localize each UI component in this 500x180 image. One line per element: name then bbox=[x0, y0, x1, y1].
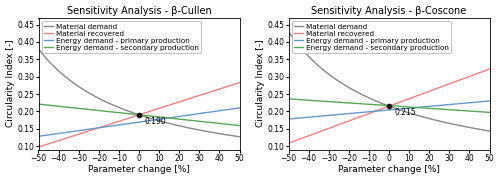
Energy demand - secondary production bbox=[200, 121, 206, 123]
Material recovered bbox=[132, 115, 138, 117]
Energy demand - secondary production bbox=[286, 98, 292, 100]
Material recovered bbox=[144, 111, 150, 113]
Material recovered bbox=[286, 142, 292, 144]
Material recovered bbox=[155, 108, 161, 110]
Legend: Material demand, Material recovered, Energy demand - primary production, Energy : Material demand, Material recovered, Ene… bbox=[42, 21, 201, 53]
Energy demand - primary production bbox=[381, 109, 387, 111]
Text: 0.215: 0.215 bbox=[394, 108, 415, 117]
Energy demand - secondary production bbox=[381, 104, 387, 106]
Material demand bbox=[144, 116, 150, 118]
Y-axis label: Circularity Index [-]: Circularity Index [-] bbox=[6, 40, 15, 127]
Energy demand - primary production bbox=[482, 100, 488, 102]
Energy demand - primary production bbox=[382, 109, 388, 111]
Material demand bbox=[200, 130, 206, 132]
Line: Material recovered: Material recovered bbox=[288, 69, 490, 143]
Energy demand - secondary production bbox=[486, 111, 492, 113]
Energy demand - primary production bbox=[200, 112, 206, 114]
Material recovered bbox=[381, 107, 387, 109]
Energy demand - secondary production bbox=[450, 109, 456, 111]
X-axis label: Parameter change [%]: Parameter change [%] bbox=[88, 165, 190, 174]
Energy demand - primary production bbox=[405, 107, 411, 109]
Energy demand - primary production bbox=[450, 103, 456, 105]
Energy demand - primary production bbox=[236, 107, 242, 109]
Material demand bbox=[381, 103, 387, 105]
Energy demand - secondary production bbox=[131, 113, 137, 115]
Material recovered bbox=[405, 98, 411, 100]
Line: Energy demand - secondary production: Energy demand - secondary production bbox=[288, 99, 490, 112]
Material demand bbox=[286, 31, 292, 33]
Energy demand - primary production bbox=[132, 122, 138, 124]
Energy demand - secondary production bbox=[155, 116, 161, 118]
Material demand bbox=[382, 104, 388, 106]
Material demand bbox=[232, 135, 237, 137]
Line: Energy demand - secondary production: Energy demand - secondary production bbox=[38, 104, 239, 126]
Material demand bbox=[132, 112, 138, 115]
Text: 0.190: 0.190 bbox=[144, 117, 166, 126]
Energy demand - secondary production bbox=[394, 105, 400, 107]
Line: Energy demand - primary production: Energy demand - primary production bbox=[38, 108, 239, 136]
Energy demand - secondary production bbox=[36, 103, 42, 105]
Energy demand - primary production bbox=[232, 107, 237, 110]
Material recovered bbox=[482, 70, 488, 72]
Material demand bbox=[450, 123, 456, 125]
Title: Sensitivity Analysis - β-Cullen: Sensitivity Analysis - β-Cullen bbox=[66, 6, 212, 15]
Material demand bbox=[236, 136, 242, 138]
Energy demand - secondary production bbox=[232, 124, 237, 126]
Line: Material demand: Material demand bbox=[38, 49, 239, 137]
Legend: Material demand, Material recovered, Energy demand - primary production, Energy : Material demand, Material recovered, Ene… bbox=[292, 21, 451, 53]
X-axis label: Parameter change [%]: Parameter change [%] bbox=[338, 165, 440, 174]
Energy demand - primary production bbox=[144, 120, 150, 122]
Title: Sensitivity Analysis - β-Coscone: Sensitivity Analysis - β-Coscone bbox=[312, 6, 466, 15]
Energy demand - primary production bbox=[286, 118, 292, 120]
Material demand bbox=[486, 130, 492, 132]
Material demand bbox=[482, 129, 488, 131]
Energy demand - secondary production bbox=[236, 125, 242, 127]
Material demand bbox=[394, 108, 400, 110]
Material demand bbox=[36, 48, 42, 50]
Material recovered bbox=[486, 68, 492, 70]
Energy demand - secondary production bbox=[405, 106, 411, 108]
Energy demand - secondary production bbox=[482, 111, 488, 113]
Energy demand - primary production bbox=[486, 100, 492, 102]
Y-axis label: Circularity Index [-]: Circularity Index [-] bbox=[256, 40, 264, 127]
Material recovered bbox=[36, 146, 42, 148]
Material recovered bbox=[394, 102, 400, 104]
Energy demand - secondary production bbox=[144, 115, 150, 117]
Energy demand - primary production bbox=[36, 135, 42, 137]
Material recovered bbox=[382, 107, 388, 109]
Energy demand - primary production bbox=[131, 122, 137, 124]
Energy demand - secondary production bbox=[382, 104, 388, 106]
Line: Material recovered: Material recovered bbox=[38, 83, 239, 147]
Energy demand - primary production bbox=[155, 118, 161, 120]
Line: Energy demand - primary production: Energy demand - primary production bbox=[288, 101, 490, 119]
Energy demand - secondary production bbox=[132, 113, 138, 116]
Material recovered bbox=[450, 81, 456, 84]
Material demand bbox=[131, 112, 137, 114]
Material demand bbox=[405, 112, 411, 114]
Line: Material demand: Material demand bbox=[288, 32, 490, 131]
Material demand bbox=[155, 120, 161, 122]
Material recovered bbox=[232, 83, 237, 85]
Energy demand - primary production bbox=[394, 108, 400, 110]
Material recovered bbox=[131, 115, 137, 118]
Material recovered bbox=[200, 93, 206, 95]
Material recovered bbox=[236, 82, 242, 84]
